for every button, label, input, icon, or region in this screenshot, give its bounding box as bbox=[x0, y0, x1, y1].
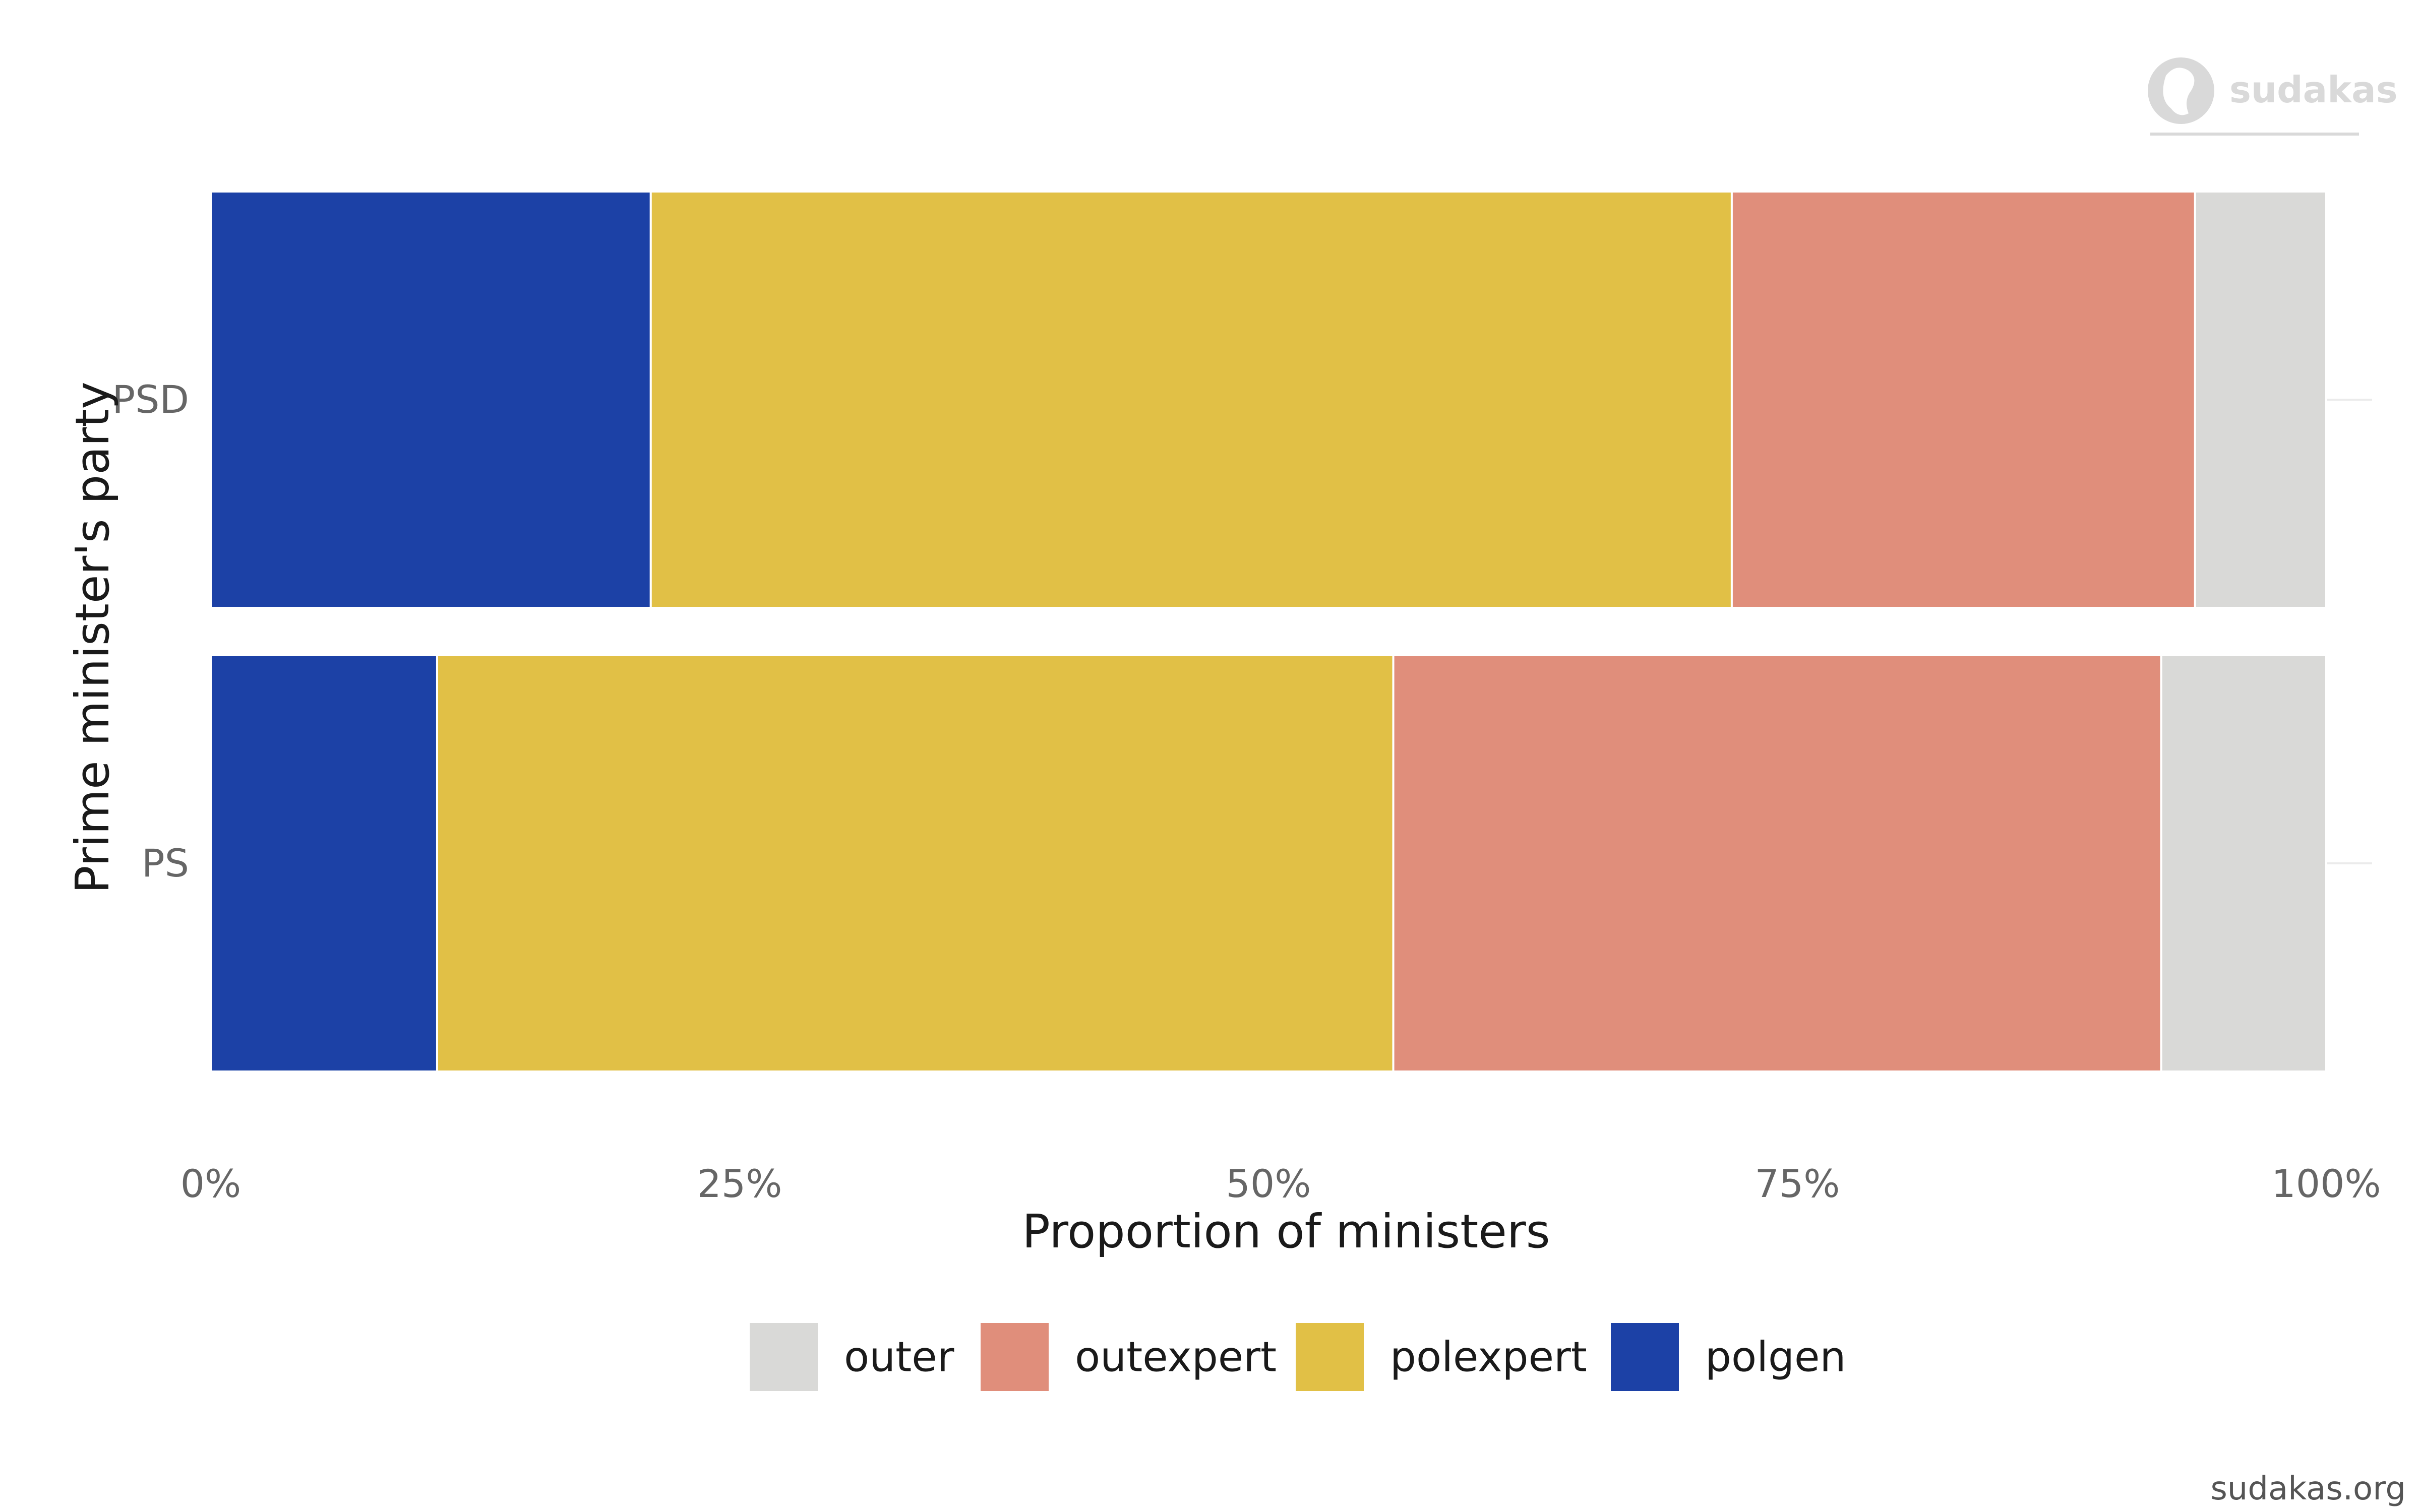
legend-item-outexpert: outexpert bbox=[981, 1323, 1277, 1391]
legend-item-polgen: polgen bbox=[1611, 1323, 1846, 1391]
x-axis-ticks: 0% 25% 50% 75% 100% bbox=[180, 1161, 2381, 1206]
globe-continent-shape bbox=[2163, 68, 2195, 115]
bar-psd-polgen bbox=[210, 191, 652, 609]
x-tick-label-1: 25% bbox=[697, 1161, 782, 1206]
caption: sudakas.org bbox=[2210, 1470, 2406, 1507]
legend-label-polgen: polgen bbox=[1705, 1334, 1846, 1381]
bar-psd-polexpert bbox=[649, 191, 1733, 609]
legend: outer outexpert polexpert polgen bbox=[750, 1323, 1846, 1391]
bar-ps-polgen bbox=[210, 654, 438, 1073]
y-tick-label-ps: PS bbox=[142, 841, 189, 886]
legend-key-polgen bbox=[1611, 1323, 1679, 1391]
x-tick-label-2: 50% bbox=[1226, 1161, 1311, 1206]
logo-underline bbox=[2150, 133, 2359, 136]
x-tick-label-3: 75% bbox=[1755, 1161, 1840, 1206]
bar-ps-outexpert bbox=[1392, 654, 2162, 1073]
y-axis-title: Prime minister's party bbox=[66, 382, 119, 894]
legend-key-outer bbox=[750, 1323, 818, 1391]
legend-label-outexpert: outexpert bbox=[1075, 1334, 1277, 1381]
bar-psd-outer bbox=[2194, 191, 2328, 609]
legend-item-outer: outer bbox=[750, 1323, 954, 1391]
bars bbox=[210, 191, 2328, 1073]
legend-label-polexpert: polexpert bbox=[1390, 1334, 1587, 1381]
y-tick-label-psd: PSD bbox=[112, 377, 189, 422]
bar-psd-outexpert bbox=[1730, 191, 2196, 609]
legend-key-polexpert bbox=[1296, 1323, 1364, 1391]
logo: sudakas bbox=[2148, 57, 2398, 136]
logo-text: sudakas bbox=[2229, 69, 2398, 111]
legend-label-outer: outer bbox=[844, 1334, 954, 1381]
bar-ps-polexpert bbox=[436, 654, 1395, 1073]
y-axis-labels: PSD PS bbox=[112, 377, 189, 886]
legend-item-polexpert: polexpert bbox=[1296, 1323, 1587, 1391]
bar-ps-outer bbox=[2160, 654, 2327, 1073]
x-tick-label-4: 100% bbox=[2271, 1161, 2381, 1206]
x-tick-label-0: 0% bbox=[180, 1161, 241, 1206]
x-axis-title: Proportion of ministers bbox=[1022, 1205, 1550, 1258]
legend-key-outexpert bbox=[981, 1323, 1049, 1391]
